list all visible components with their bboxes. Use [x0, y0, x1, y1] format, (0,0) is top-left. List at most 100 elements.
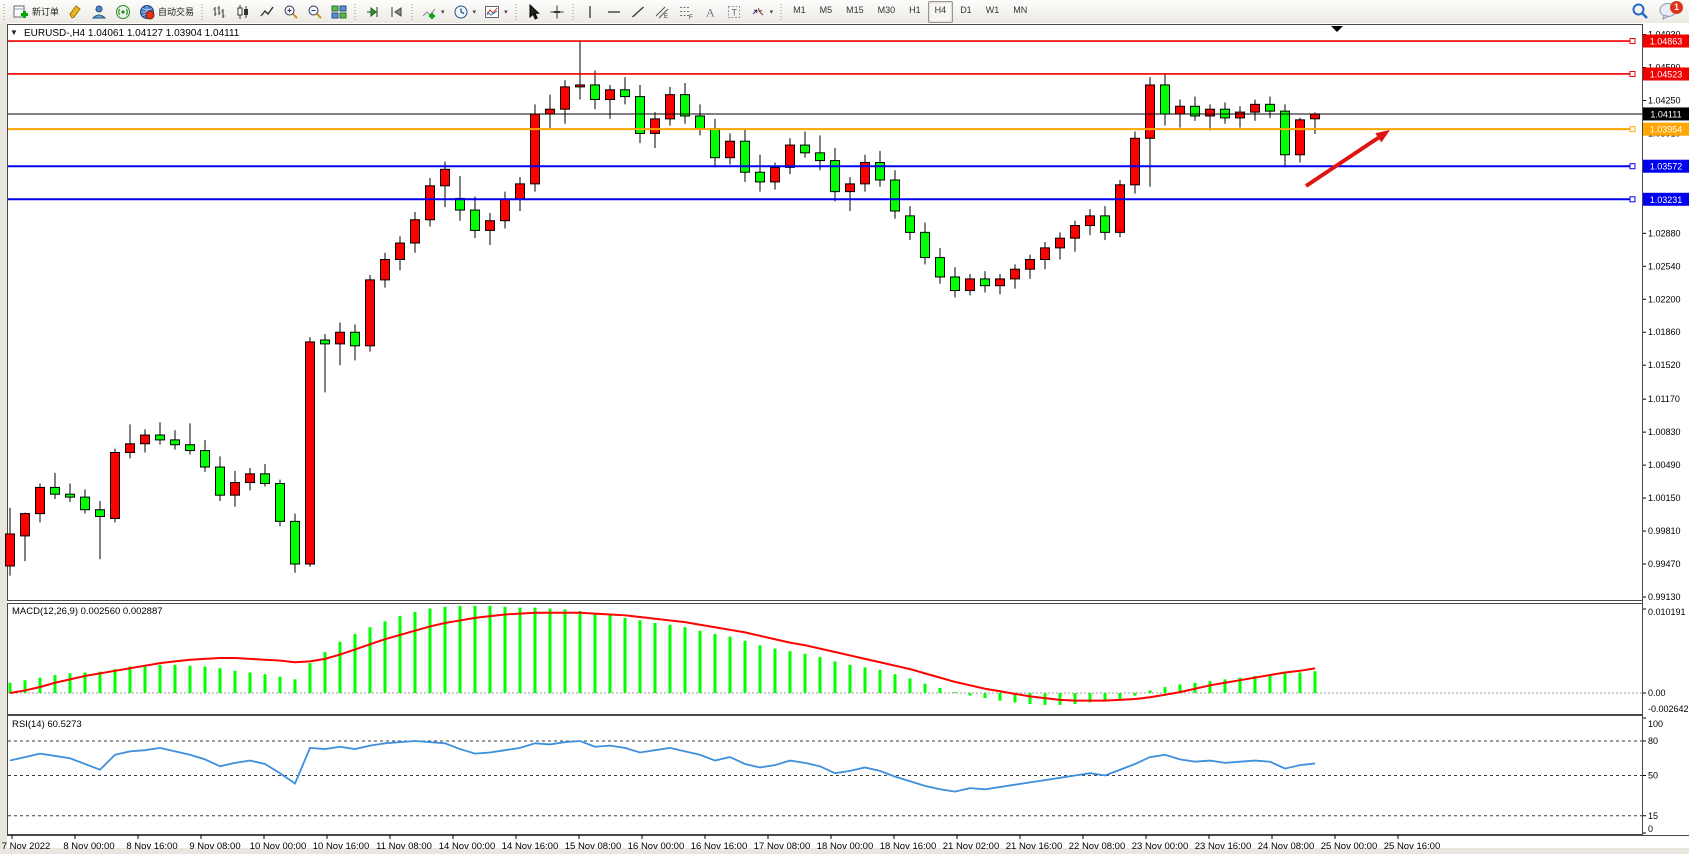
trendline-button[interactable] — [626, 1, 650, 23]
svg-text:1.01170: 1.01170 — [1648, 394, 1680, 404]
timeframe-m5[interactable]: M5 — [819, 4, 833, 15]
hline-1.03231[interactable] — [8, 196, 1636, 203]
text-label-button[interactable]: T — [722, 1, 746, 23]
new-order-button[interactable]: 新订单 — [9, 1, 63, 23]
indicators-button[interactable]: ▾ — [417, 1, 449, 23]
hline-1.04863[interactable] — [8, 38, 1636, 45]
toolbar-grip — [410, 3, 416, 20]
timeframe-m1[interactable]: M1 — [793, 4, 806, 15]
timeframe-w1[interactable]: W1 — [985, 4, 1000, 15]
notification-badge: 1 — [1670, 0, 1683, 14]
price-badge-1.03954: 1.03954 — [1643, 122, 1689, 136]
svg-text:1.01860: 1.01860 — [1648, 327, 1681, 337]
chart-canvas[interactable]: 1.049301.045901.042501.039101.035701.032… — [0, 23, 1689, 854]
toolbar: 新订单 自动交易 ▾ ▾ ▾ E F A T ▾ M1 M5 M15 M30 H1 H4 D1 W1 MN 1 — [0, 0, 1689, 24]
chart-shift-marker[interactable] — [1331, 26, 1343, 32]
chart-title-toggle[interactable]: ▼ — [10, 28, 18, 37]
zoom-out-button[interactable] — [303, 1, 327, 23]
fibonacci-button[interactable]: F — [674, 1, 698, 23]
hline-1.03954[interactable] — [8, 126, 1636, 133]
timeframe-h1[interactable]: H1 — [909, 4, 921, 15]
autotrading-button[interactable]: 自动交易 — [135, 1, 198, 23]
zoom-in-icon — [283, 4, 299, 20]
price-badge-1.03572: 1.03572 — [1643, 159, 1689, 173]
svg-text:1.04250: 1.04250 — [1648, 95, 1681, 105]
timeframe-d1[interactable]: D1 — [960, 4, 972, 15]
fibonacci-icon: F — [678, 4, 694, 20]
toolbar-grip — [779, 3, 785, 20]
chart-window[interactable]: 1.049301.045901.042501.039101.035701.032… — [0, 23, 1689, 854]
timeframe-m15[interactable]: M15 — [846, 4, 864, 15]
equidistant-channel-button[interactable]: E — [650, 1, 674, 23]
svg-text:1.04863: 1.04863 — [1650, 37, 1683, 47]
bar-chart-icon — [211, 4, 227, 20]
chart-shift-icon — [388, 4, 404, 20]
timeframe-h4[interactable]: H4 — [927, 0, 954, 23]
svg-text:1.03954: 1.03954 — [1650, 125, 1683, 135]
svg-text:1.01520: 1.01520 — [1648, 360, 1681, 370]
candle-chart-mode-button[interactable] — [231, 1, 255, 23]
templates-button[interactable]: ▾ — [480, 1, 512, 23]
time-axis[interactable]: 7 Nov 2022 8 Nov 00:00 8 Nov 16:00 9 Nov 08… — [2, 835, 1689, 852]
auto-scroll-button[interactable] — [360, 1, 384, 23]
line-chart-icon — [259, 4, 275, 20]
templates-caret-icon[interactable]: ▾ — [504, 8, 508, 16]
indicators-caret-icon[interactable]: ▾ — [441, 8, 445, 16]
timeframe-mn[interactable]: MN — [1013, 4, 1028, 15]
timeframe-m30[interactable]: M30 — [877, 4, 896, 15]
styles-icon — [67, 4, 83, 20]
crosshair-button[interactable] — [545, 1, 569, 23]
text-icon: A — [702, 4, 718, 20]
trend-arrow-annotation[interactable] — [1304, 130, 1390, 188]
broadcast-button[interactable] — [111, 1, 135, 23]
svg-text:0.99130: 0.99130 — [1648, 592, 1681, 602]
svg-text:18 Nov 00:00: 18 Nov 00:00 — [817, 841, 874, 852]
arrows-button[interactable]: ▾ — [746, 1, 778, 23]
tile-windows-button[interactable] — [327, 1, 351, 23]
svg-text:15: 15 — [1648, 811, 1658, 821]
channel-icon: E — [654, 4, 670, 20]
svg-text:100: 100 — [1648, 719, 1663, 729]
macd-signal-line — [9, 611, 1316, 702]
rsi-indicator-label: RSI(14) 60.5273 — [12, 719, 82, 730]
svg-text:-0.002642: -0.002642 — [1648, 704, 1689, 714]
svg-text:F: F — [689, 15, 693, 20]
chart-title: EURUSD-,H4 1.04061 1.04127 1.03904 1.041… — [24, 28, 240, 39]
svg-text:10 Nov 16:00: 10 Nov 16:00 — [313, 841, 370, 852]
svg-text:7 Nov 2022: 7 Nov 2022 — [2, 841, 51, 852]
autotrading-icon — [139, 4, 155, 20]
periods-button[interactable]: ▾ — [449, 1, 481, 23]
hline-1.04523[interactable] — [8, 70, 1636, 77]
svg-text:T: T — [731, 7, 737, 17]
line-chart-mode-button[interactable] — [255, 1, 279, 23]
hline-1.03572[interactable] — [8, 163, 1636, 170]
shapes-icon — [750, 4, 766, 20]
svg-text:50: 50 — [1648, 771, 1658, 781]
indicators-icon — [421, 4, 437, 20]
chart-shift-button[interactable] — [384, 1, 408, 23]
svg-text:23 Nov 00:00: 23 Nov 00:00 — [1132, 841, 1189, 852]
notifications-button[interactable]: 1 — [1659, 0, 1683, 22]
svg-text:21 Nov 16:00: 21 Nov 16:00 — [1006, 841, 1063, 852]
vertical-line-button[interactable] — [578, 1, 602, 23]
bar-chart-mode-button[interactable] — [207, 1, 231, 23]
timeframe-switcher: M1 M5 M15 M30 H1 H4 D1 W1 MN — [786, 0, 1034, 23]
profile-icon — [91, 4, 107, 20]
arrows-caret-icon[interactable]: ▾ — [769, 8, 774, 16]
svg-text:0: 0 — [1648, 824, 1653, 834]
horizontal-line-icon — [606, 4, 622, 20]
cursor-button[interactable] — [521, 1, 545, 23]
autotrading-label: 自动交易 — [158, 7, 195, 17]
periods-caret-icon[interactable]: ▾ — [472, 8, 477, 16]
styles-button[interactable] — [63, 1, 87, 23]
profile-button[interactable] — [87, 1, 111, 23]
horizontal-line-button[interactable] — [602, 1, 626, 23]
svg-text:14 Nov 16:00: 14 Nov 16:00 — [502, 841, 559, 852]
search-icon[interactable] — [1631, 2, 1649, 22]
zoom-in-button[interactable] — [279, 1, 303, 23]
label-icon: T — [726, 4, 742, 20]
text-button[interactable]: A — [698, 1, 722, 23]
new-order-label: 新订单 — [32, 7, 60, 17]
new-order-icon — [13, 4, 29, 20]
svg-text:24 Nov 08:00: 24 Nov 08:00 — [1258, 841, 1315, 852]
